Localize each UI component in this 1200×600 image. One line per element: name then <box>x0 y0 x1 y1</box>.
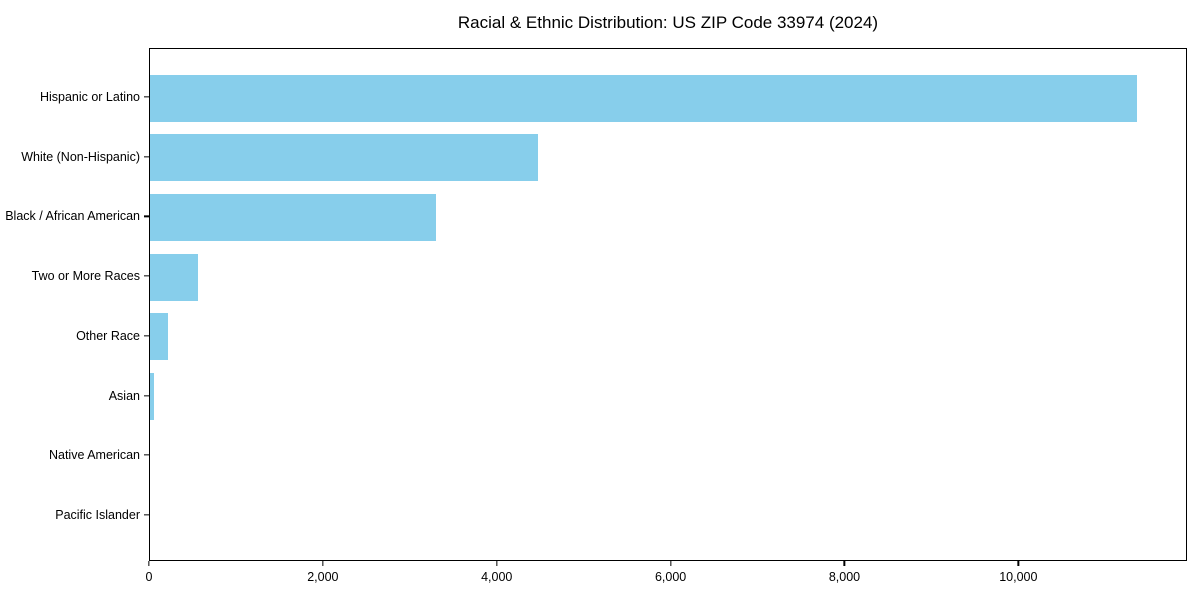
x-tick-mark <box>322 561 324 566</box>
y-tick-mark <box>144 335 149 337</box>
chart-title: Racial & Ethnic Distribution: US ZIP Cod… <box>457 13 879 32</box>
y-tick-mark <box>144 394 149 397</box>
bar-black-african-american <box>150 193 436 241</box>
y-tick-label: White (Non-Hispanic) <box>21 149 140 164</box>
y-tick-mark <box>144 96 149 98</box>
bar-white-non-hispanic <box>150 134 538 182</box>
x-tick-label: 4,000 <box>481 570 513 584</box>
x-tick-label: 8,000 <box>828 570 861 584</box>
x-tick-mark <box>496 561 498 566</box>
x-tick-mark <box>843 561 846 566</box>
x-tick-mark <box>669 561 672 566</box>
y-tick-mark <box>144 215 149 218</box>
bar-asian <box>150 373 155 420</box>
y-tick-label: Pacific Islander <box>55 507 140 522</box>
bar-two-or-more-races <box>150 253 199 301</box>
y-tick-label: Asian <box>108 388 140 403</box>
x-tick-mark <box>1017 561 1019 566</box>
x-tick-label: 10,000 <box>999 570 1038 584</box>
y-tick-mark <box>144 156 149 158</box>
y-tick-label: Other Race <box>76 328 140 343</box>
plot-area <box>149 48 1187 561</box>
y-tick-label: Two or More Races <box>31 269 140 284</box>
x-tick-label: 6,000 <box>654 570 687 584</box>
y-tick-label: Black / African American <box>5 209 140 224</box>
y-tick-mark <box>144 454 149 456</box>
x-tick-mark <box>148 561 150 566</box>
y-tick-mark <box>144 275 149 277</box>
x-tick-label: 2,000 <box>307 570 339 584</box>
x-tick-label: 0 <box>145 570 153 584</box>
y-tick-mark <box>144 514 149 516</box>
bar-hispanic-or-latino <box>150 74 1137 122</box>
bar-other-race <box>150 313 168 361</box>
y-tick-label: Hispanic or Latino <box>39 90 140 104</box>
y-tick-label: Native American <box>48 448 140 463</box>
